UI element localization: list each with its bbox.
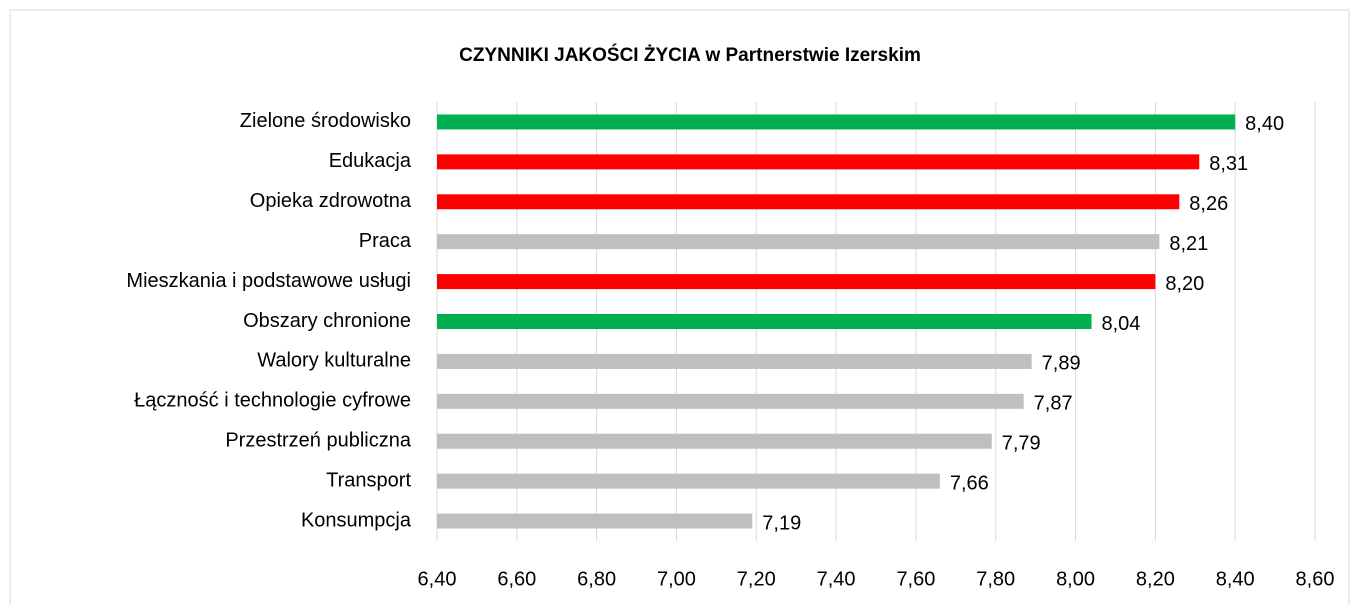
y-tick-label: Opieka zdrowotna xyxy=(250,190,412,212)
y-tick-label: Łączność i technologie cyfrowe xyxy=(134,390,411,412)
value-label: 8,20 xyxy=(1165,273,1204,295)
value-label: 7,89 xyxy=(1042,353,1081,375)
bar xyxy=(437,473,940,489)
bar xyxy=(437,513,753,529)
y-tick-label: Konsumpcja xyxy=(301,509,412,531)
bar xyxy=(437,114,1236,130)
value-label: 8,21 xyxy=(1169,233,1208,255)
bar xyxy=(437,274,1156,290)
bar xyxy=(437,353,1032,369)
bar xyxy=(437,234,1160,250)
y-tick-label: Obszary chronione xyxy=(243,310,411,332)
value-label: 8,04 xyxy=(1102,313,1141,335)
x-tick-label: 8,20 xyxy=(1136,568,1175,590)
value-label: 8,26 xyxy=(1189,193,1228,215)
bar xyxy=(437,194,1180,210)
y-tick-label: Zielone środowisko xyxy=(240,110,411,132)
value-label: 8,31 xyxy=(1209,153,1248,175)
x-tick-label: 7,20 xyxy=(737,568,776,590)
value-label: 7,19 xyxy=(762,512,801,534)
x-tick-label: 8,00 xyxy=(1056,568,1095,590)
y-tick-label: Transport xyxy=(326,469,411,491)
y-tick-label: Edukacja xyxy=(329,150,412,172)
value-label: 8,40 xyxy=(1245,113,1284,135)
bar xyxy=(437,154,1200,170)
value-label: 7,66 xyxy=(950,472,989,494)
x-tick-label: 7,40 xyxy=(817,568,856,590)
x-tick-label: 6,60 xyxy=(497,568,536,590)
x-tick-label: 7,00 xyxy=(657,568,696,590)
bar xyxy=(437,433,992,449)
value-label: 7,87 xyxy=(1034,393,1073,415)
y-tick-label: Walory kulturalne xyxy=(257,350,411,372)
y-tick-label: Mieszkania i podstawowe usługi xyxy=(126,270,411,292)
x-tick-label: 7,80 xyxy=(976,568,1015,590)
y-tick-label: Praca xyxy=(359,230,412,252)
x-tick-label: 6,40 xyxy=(418,568,457,590)
x-tick-label: 6,80 xyxy=(577,568,616,590)
bar xyxy=(437,393,1024,409)
x-tick-label: 7,60 xyxy=(896,568,935,590)
chart-frame xyxy=(9,9,1350,605)
x-tick-label: 8,40 xyxy=(1216,568,1255,590)
value-label: 7,79 xyxy=(1002,433,1041,455)
y-tick-label: Przestrzeń publiczna xyxy=(225,430,412,452)
x-tick-label: 8,60 xyxy=(1296,568,1335,590)
bar xyxy=(437,314,1092,329)
chart-title: CZYNNIKI JAKOŚCI ŻYCIA w Partnerstwie Iz… xyxy=(459,44,921,66)
